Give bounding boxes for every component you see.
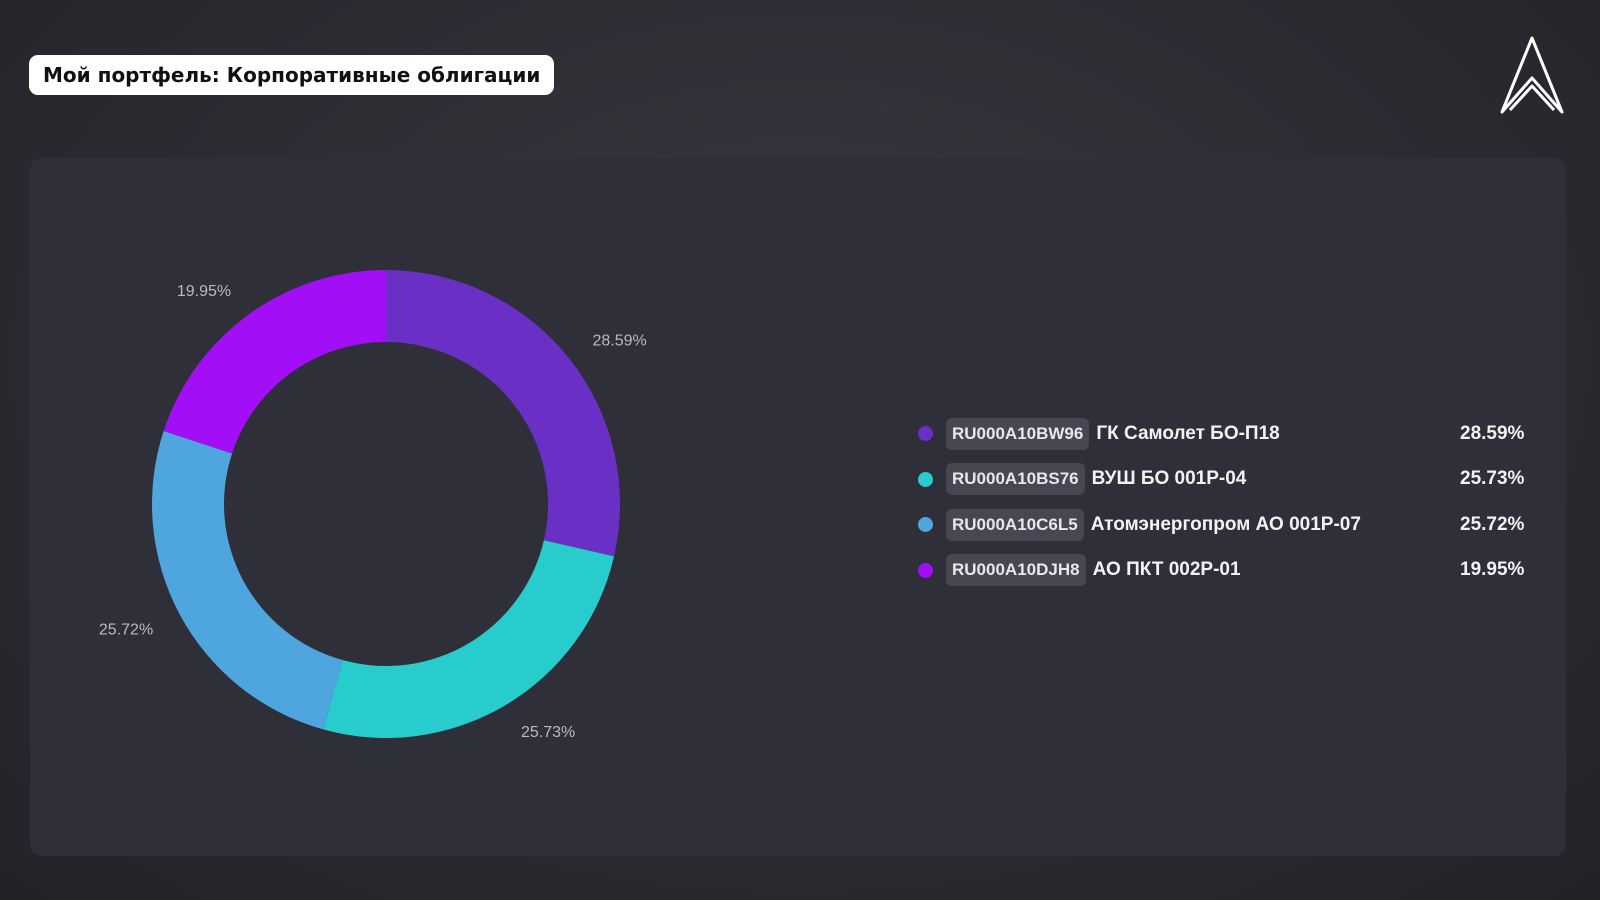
legend-dot-icon (918, 562, 933, 578)
legend-percentage: 28.59% (1460, 422, 1525, 444)
legend-isin-badge: RU000A10C6L5 (946, 508, 1084, 541)
legend-bond-name: ГК Самолет БО-П18 (1096, 422, 1280, 444)
legend-bond-name: Атомэнергопром АО 001Р-07 (1090, 513, 1361, 535)
legend-item[interactable]: RU000A10BW96 ГК Самолет БО-П18 28.59% (915, 411, 1535, 457)
legend-bond-name: АО ПКТ 002Р-01 (1092, 559, 1241, 581)
legend-dot-icon (918, 471, 933, 487)
donut-slice-2[interactable] (152, 431, 343, 730)
slice-label-1: 25.73% (521, 724, 575, 741)
legend-item[interactable]: RU000A10C6L5 Атомэнергопром АО 001Р-07 25.… (915, 502, 1535, 548)
donut-chart: 28.59% 25.73% 25.72% 19.95% (99, 270, 647, 741)
legend-dot-icon (918, 426, 933, 442)
slice-label-0: 28.59% (593, 333, 647, 350)
legend-bond-name: ВУШ БО 001Р-04 (1091, 468, 1247, 490)
legend-dot-icon (918, 517, 933, 533)
donut-slice-1[interactable] (323, 540, 615, 738)
legend-isin-badge: RU000A10DJH8 (946, 554, 1086, 587)
legend-item[interactable]: RU000A10BS76 ВУШ БО 001Р-04 25.73% (915, 457, 1535, 503)
slice-label-2: 25.72% (99, 621, 153, 638)
donut-slice-0[interactable] (386, 270, 621, 557)
chart-panel: 28.59% 25.73% 25.72% 19.95% RU000A10BW96 ГК … (30, 158, 1566, 856)
slice-label-3: 19.95% (177, 283, 231, 300)
legend-percentage: 25.72% (1460, 513, 1525, 535)
legend-isin-badge: RU000A10BW96 (946, 417, 1090, 450)
logo-icon (1500, 36, 1564, 114)
legend-item[interactable]: RU000A10DJH8 АО ПКТ 002Р-01 19.95% (915, 548, 1535, 594)
legend-percentage: 25.73% (1460, 468, 1525, 490)
legend-percentage: 19.95% (1460, 559, 1525, 581)
legend-isin-badge: RU000A10BS76 (946, 463, 1085, 496)
page-title: Мой портфель: Корпоративные облигации (29, 55, 555, 95)
donut-slice-3[interactable] (163, 270, 386, 454)
chart-legend: RU000A10BW96 ГК Самолет БО-П18 28.59% RU000… (915, 411, 1535, 593)
